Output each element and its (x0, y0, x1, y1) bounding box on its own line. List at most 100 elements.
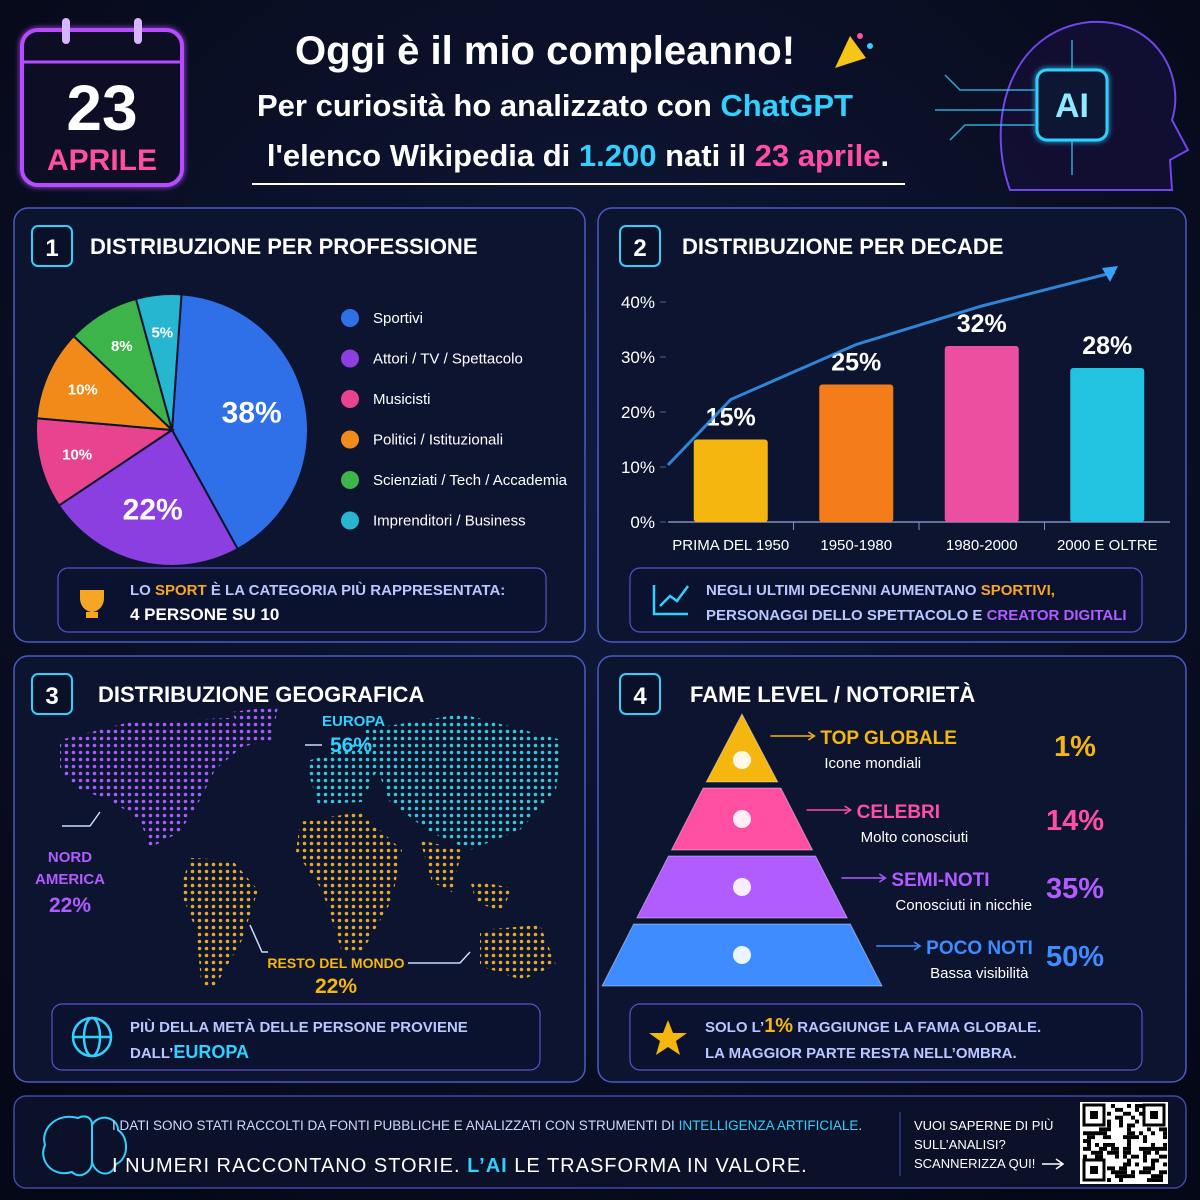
qr-cell (1151, 1158, 1155, 1163)
panel-title: DISTRIBUZIONE PER PROFESSIONE (90, 234, 478, 259)
qr-cell (1123, 1135, 1127, 1140)
qr-finder (1090, 1166, 1098, 1174)
tier-icon (733, 810, 751, 828)
y-tick-label: 0% (630, 513, 655, 532)
highlight: SPORTIVI, (981, 582, 1055, 599)
qr-cell (1111, 1166, 1115, 1171)
qr-cell (1127, 1111, 1131, 1116)
qr-cell (1151, 1166, 1155, 1171)
qr-cell (1135, 1107, 1139, 1112)
qr-cell (1143, 1150, 1147, 1155)
number-box (31, 225, 73, 267)
qr-cell (1119, 1166, 1123, 1171)
qr-cell (1107, 1135, 1111, 1140)
slice-label: 5% (151, 325, 173, 342)
region-share: 56% (330, 734, 372, 757)
qr-cell (1119, 1115, 1123, 1120)
qr-cell (1115, 1107, 1119, 1112)
footer-text: I DATI SONO STATI RACCOLTI DA FONTI PUBB… (112, 1118, 862, 1133)
tier-name: POCO NOTI (926, 938, 1033, 959)
legend-label: Attori / TV / Spettacolo (373, 351, 523, 368)
qr-cell (1119, 1174, 1123, 1179)
qr-cell (1103, 1135, 1107, 1140)
number-box (619, 225, 661, 267)
pie-slice (57, 428, 240, 567)
ai-head: AI (935, 20, 1190, 191)
qr-cell (1139, 1131, 1143, 1136)
qr-cell (1123, 1170, 1127, 1175)
text: Per curiosità ho analizzato con (257, 88, 720, 123)
text: nati il (656, 138, 754, 173)
world-map (60, 706, 562, 990)
qr-cell (1155, 1150, 1159, 1155)
pie-slice (134, 293, 183, 431)
pyramid-tier (705, 712, 779, 783)
region-name: NORD (48, 849, 92, 866)
cta-text: VUOI SAPERNE DI PIÙ (914, 1118, 1053, 1133)
qr-cell (1159, 1154, 1163, 1159)
connector (876, 941, 922, 951)
qr-cell (1127, 1146, 1131, 1151)
qr-cell (1139, 1146, 1143, 1151)
callout-text: 4 PERSONE SU 10 (130, 605, 279, 624)
qr-finder (1142, 1103, 1166, 1127)
qr-cell (1115, 1154, 1119, 1159)
qr-cell (1083, 1154, 1087, 1159)
qr-cell (1119, 1107, 1123, 1112)
qr-cell (1111, 1170, 1115, 1175)
region-name: RESTO DEL MONDO (267, 955, 404, 971)
footer-text: I NUMERI RACCONTANO STORIE. L’AI LE TRAS… (112, 1155, 808, 1177)
qr-cell (1091, 1135, 1095, 1140)
qr-cell (1147, 1127, 1151, 1132)
legend-swatch (341, 309, 359, 327)
bar (1070, 368, 1145, 522)
region-share: 22% (315, 975, 357, 998)
subtitle-2: l'elenco Wikipedia di 1.200 nati il 23 a… (267, 138, 889, 173)
qr-cell (1111, 1150, 1115, 1155)
cta-text: SULL’ANALISI? (914, 1137, 1006, 1152)
qr-cell (1135, 1119, 1139, 1124)
y-tick-label: 20% (621, 403, 655, 422)
value-label: 32% (957, 310, 1007, 338)
slice-label: 10% (62, 446, 92, 463)
growth-icon (652, 585, 690, 616)
text: . (858, 1118, 862, 1133)
qr-cell (1151, 1143, 1155, 1147)
qr-cell (1147, 1146, 1151, 1151)
footer (13, 1095, 1187, 1189)
qr-cell (1087, 1143, 1091, 1147)
y-tick-label: 30% (621, 348, 655, 367)
trend-arrow (666, 270, 1116, 467)
callout (629, 567, 1143, 633)
qr-cell (1143, 1139, 1147, 1143)
qr-cell (1123, 1111, 1127, 1116)
highlight: ChatGPT (720, 88, 853, 123)
qr-cell (1083, 1131, 1087, 1136)
qr-cell (1151, 1162, 1155, 1167)
panel-title: FAME LEVEL / NOTORIETÀ (690, 682, 975, 707)
callout (629, 1003, 1143, 1071)
tier-share: 14% (1046, 805, 1104, 837)
panel-number: 1 (45, 235, 58, 262)
connector (806, 805, 853, 815)
highlight: 23 aprile (755, 138, 881, 173)
qr-cell (1087, 1139, 1091, 1143)
qr-cell (1127, 1174, 1131, 1179)
qr-cell (1163, 1143, 1167, 1147)
qr-cell (1151, 1131, 1155, 1136)
qr-cell (1127, 1135, 1131, 1140)
qr-cell (1115, 1146, 1119, 1151)
qr-cell (1087, 1135, 1091, 1140)
qr-code[interactable] (1080, 1102, 1168, 1184)
cta-text: SCANNERIZZA QUI! (914, 1156, 1035, 1171)
highlight: INTELLIGENZA ARTIFICIALE (679, 1118, 859, 1133)
panel-number: 2 (633, 235, 646, 262)
panel-title: DISTRIBUZIONE PER DECADE (682, 234, 1003, 259)
y-tick-label: 10% (621, 458, 655, 477)
slice-label: 10% (68, 382, 98, 399)
tier-desc: Molto conosciuti (861, 829, 969, 846)
callout (57, 567, 547, 633)
slice-label: 38% (222, 396, 282, 429)
pie-slice (35, 334, 175, 432)
number-box (31, 673, 73, 715)
